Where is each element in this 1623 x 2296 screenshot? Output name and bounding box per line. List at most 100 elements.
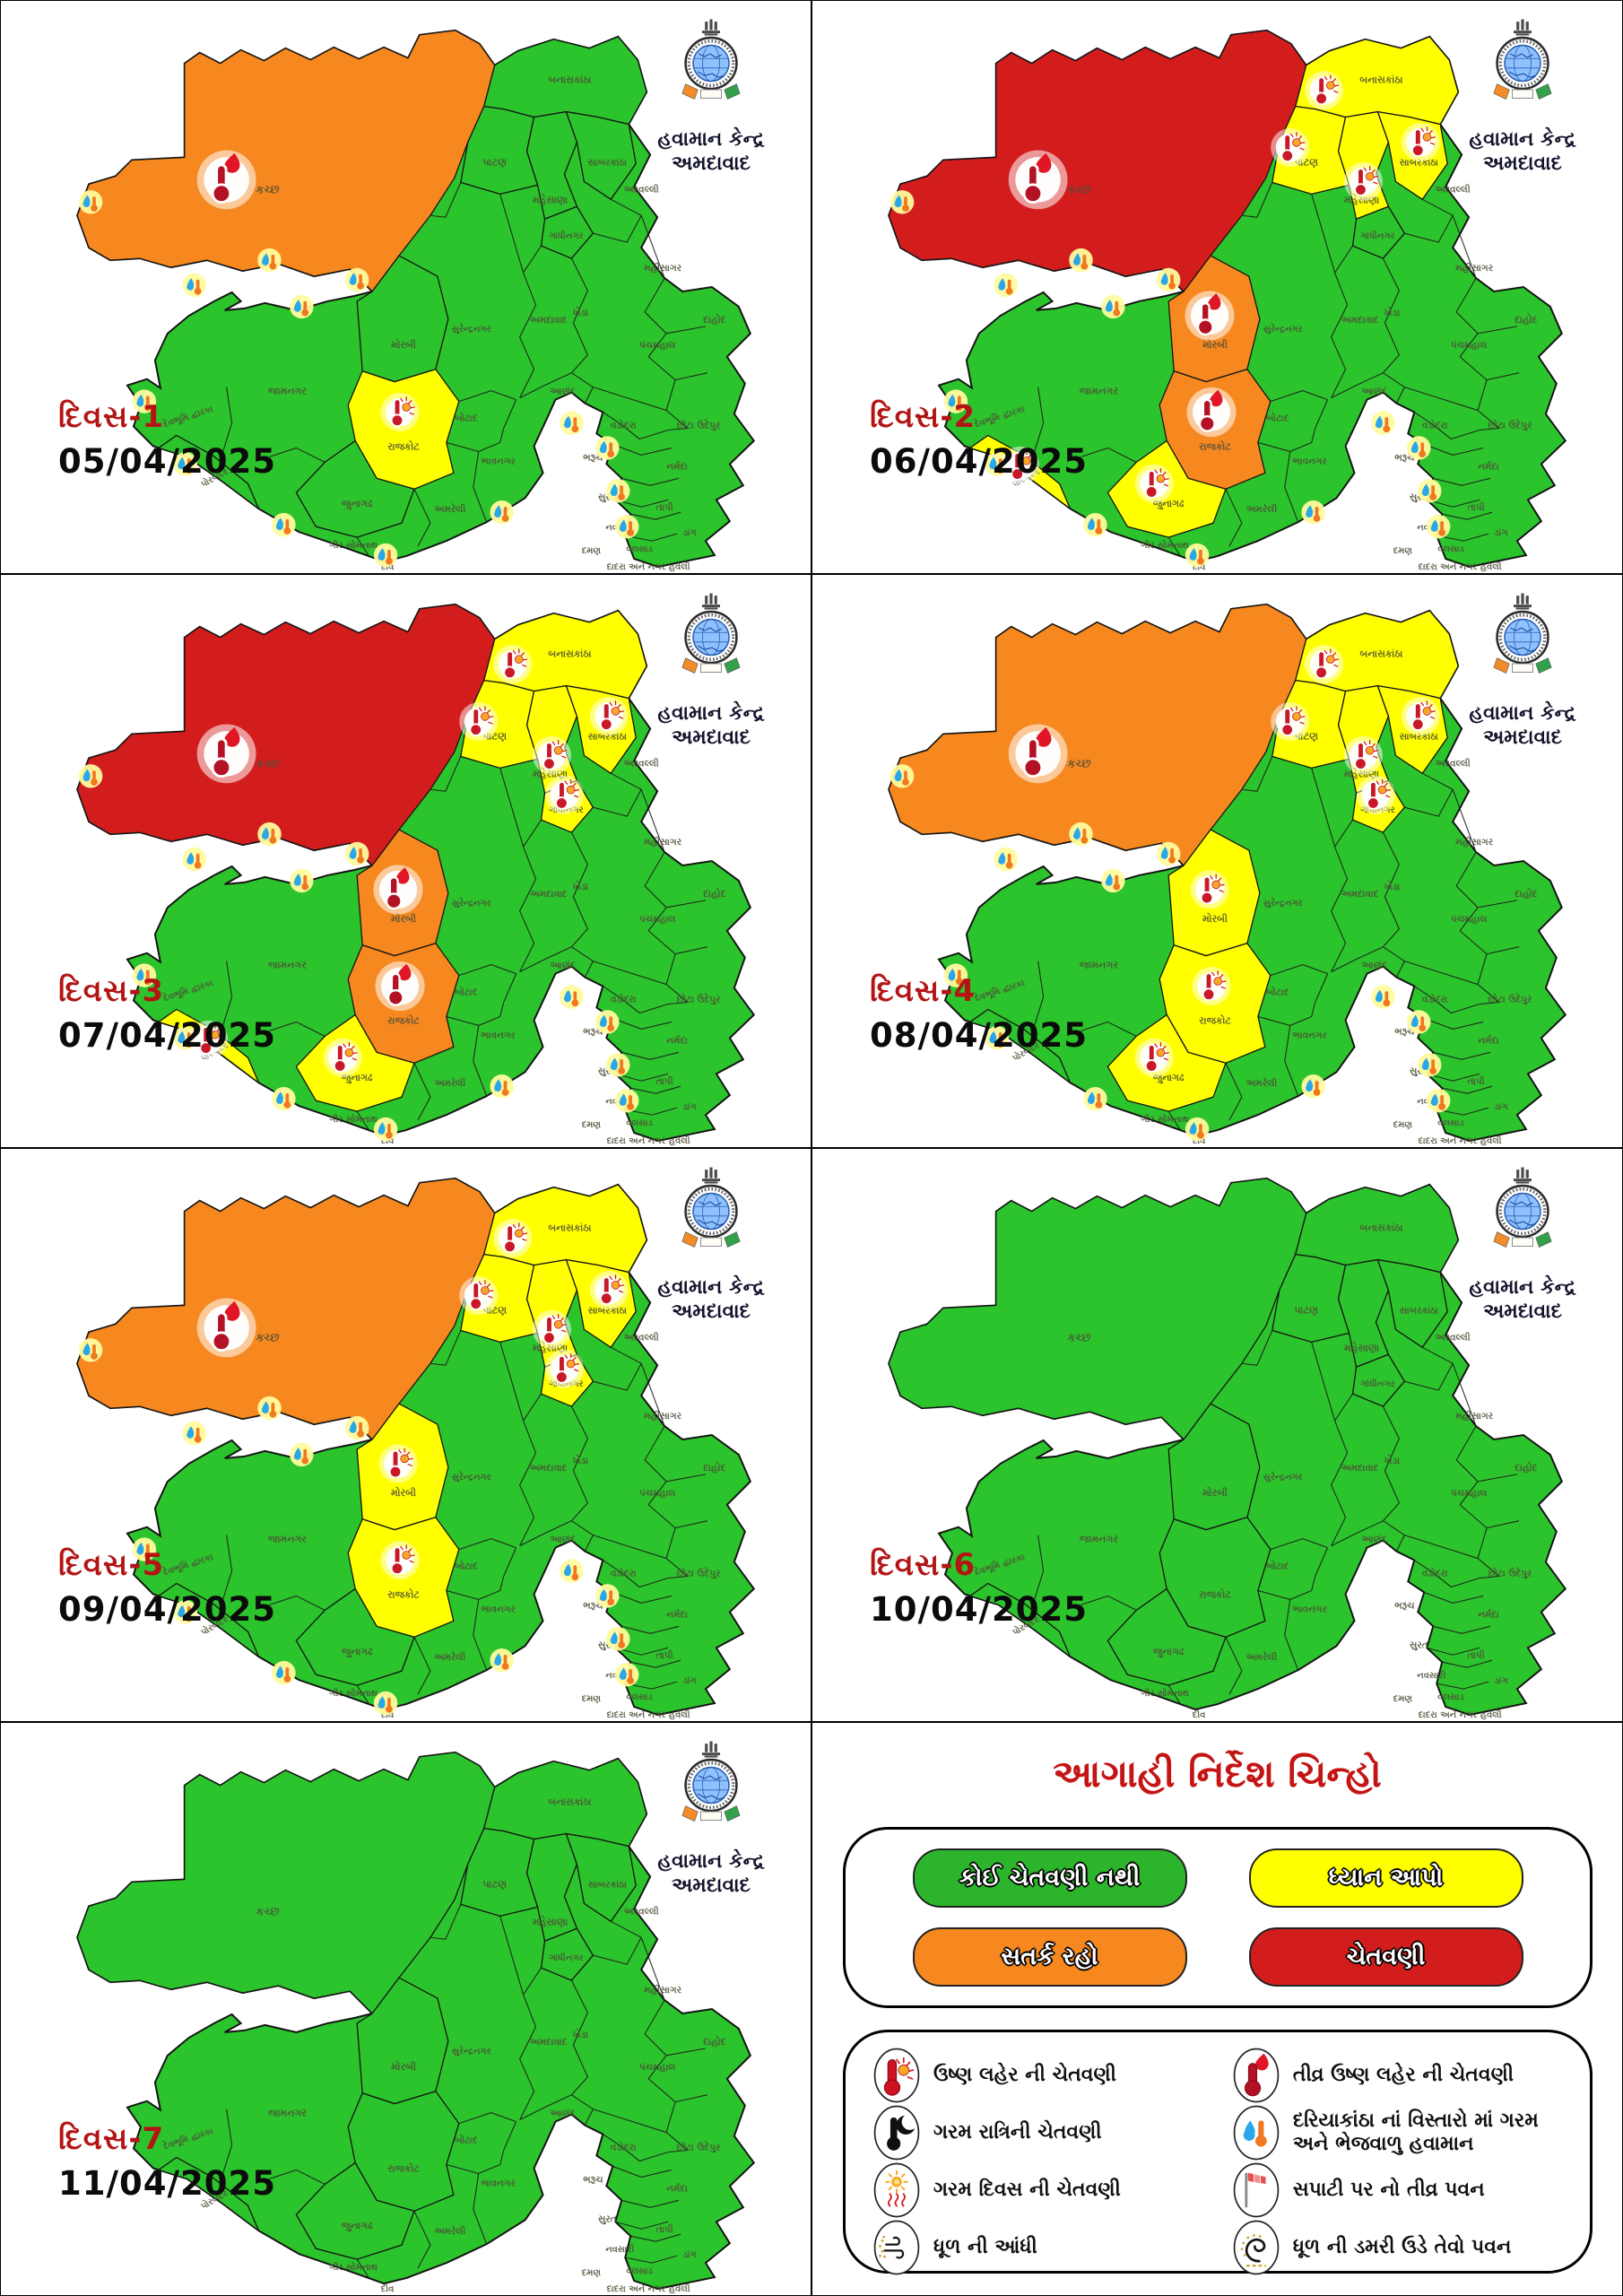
district-label-mahisagar: મહીસાગર xyxy=(1455,836,1493,848)
legend-item-label: ધૂળ ની ડમરી ઉડે તેવો પવન xyxy=(1292,2236,1512,2259)
district-label-rajkot: રાજકોટ xyxy=(1199,439,1231,452)
district-label-chhota-udepur: છોટા ઉદેપુર xyxy=(1488,992,1533,1005)
district-label-diu: દીવ xyxy=(1193,1709,1206,1720)
hot-humid-icon xyxy=(132,389,157,413)
hot-humid-icon xyxy=(1427,1088,1451,1113)
district-label-banaskantha: બનાસકાંઠા xyxy=(548,1796,591,1808)
district-label-chhota-udepur: છોટા ઉદેપુર xyxy=(677,418,722,431)
severe-heat-wave-icon xyxy=(373,865,423,915)
hot-humid-icon xyxy=(1407,436,1431,460)
imd-emblem-graphic xyxy=(681,1167,741,1248)
district-label-dang: ડાંગ xyxy=(1494,1101,1508,1112)
hot-humid-icon xyxy=(615,514,639,539)
district-label-botad: બોટાદ xyxy=(455,2134,478,2146)
legend-title: આગાહી નિર્દેશ ચિન્હો xyxy=(1053,1752,1382,1796)
district-label-valsad: વલસાડ xyxy=(1437,544,1464,554)
district-label-amreli: અમરેલી xyxy=(434,2224,465,2237)
heat-wave-icon xyxy=(532,735,572,775)
dadra-nagar-haveli-label: દાદરા અને નગર હવેલી xyxy=(1419,1708,1502,1720)
district-label-amreli: અમરેલી xyxy=(1245,1076,1277,1089)
severe-heat-wave-icon xyxy=(1232,2047,1280,2104)
forecast-panel-day-2: કચ્છબનાસકાંઠાપાટણમહેસાણાસાબરકાંઠાઅરવલ્લી… xyxy=(812,0,1623,574)
district-porbandar xyxy=(968,1582,1072,1659)
hot-humid-icon xyxy=(560,1559,584,1583)
legend-item-label: સપાટી પર નો તીવ્ર પવન xyxy=(1292,2179,1485,2202)
district-label-surendranagar: સુરેન્દ્રનગર xyxy=(1263,1470,1304,1483)
district-label-mehsana: મહેસાણા xyxy=(533,1915,568,1927)
hot-humid-icon xyxy=(1101,868,1125,893)
imd-emblem-icon xyxy=(631,1167,791,1276)
district-label-daman: દમણ xyxy=(1393,1694,1413,1704)
day-label-block: દિવસ-3 07/04/2025 xyxy=(58,973,276,1055)
hot-humid-icon xyxy=(606,479,630,503)
imd-emblem-icon xyxy=(1443,1167,1602,1276)
hot-humid-icon xyxy=(1418,479,1442,503)
district-label-ahmedabad: અમદાવાદ xyxy=(1341,315,1379,326)
district-label-banaskantha: બનાસકાંઠા xyxy=(548,648,591,660)
forecast-panel-day-4: કચ્છબનાસકાંઠાપાટણમહેસાણાસાબરકાંઠાઅરવલ્લી… xyxy=(812,574,1623,1148)
district-label-navsari: નવસારી xyxy=(1417,1669,1445,1681)
district-label-ahmedabad: અમદાવાદ xyxy=(530,889,568,900)
district-label-jamnagar: જામનગર xyxy=(268,960,307,971)
legend-item-surface-wind: સપાટી પર નો તીવ્ર પવન xyxy=(1232,2161,1579,2219)
heat-wave-icon xyxy=(544,775,584,814)
pill-label: ચેતવણી xyxy=(1346,1943,1426,1970)
district-label-anand: આણંદ xyxy=(1361,1535,1386,1545)
hot-humid-icon xyxy=(257,822,282,847)
severe-heat-wave-icon xyxy=(196,724,256,784)
district-label-sabarkantha: સાબરકાંઠા xyxy=(1400,731,1439,742)
district-junagadh xyxy=(295,1587,415,1686)
warning-levels-box: કોઈ ચેતવણી નથી ધ્યાન આપો સતર્ક રહો ચેતવણ… xyxy=(843,1827,1593,2008)
district-label-botad: બોટાદ xyxy=(455,412,478,424)
district-label-narmada: નર્મદા xyxy=(1478,1034,1499,1046)
district-label-tapi: તાપી xyxy=(1467,1649,1484,1661)
hot-humid-icon xyxy=(132,1537,157,1561)
day-date: 09/04/2025 xyxy=(58,1590,276,1629)
district-label-vadodara: વડોદરા xyxy=(1422,1567,1448,1579)
heat-wave-icon xyxy=(459,701,499,742)
district-label-panchmahal: પંચમહાલ xyxy=(1451,340,1488,351)
pill-label: ધ્યાન આપો xyxy=(1328,1864,1444,1892)
forecast-panel-day-5: કચ્છબનાસકાંઠાપાટણમહેસાણાસાબરકાંઠાઅરવલ્લી… xyxy=(0,1148,812,1722)
imd-emblem-graphic xyxy=(681,1741,741,1822)
hot-humid-icon xyxy=(173,452,197,476)
hot-humid-icon xyxy=(1083,1086,1107,1111)
district-label-jamnagar: જામનગર xyxy=(1080,960,1118,971)
hot-humid-icon xyxy=(595,436,620,460)
hot-humid-icon xyxy=(272,1660,296,1685)
district-label-tapi: તાપી xyxy=(655,1649,673,1661)
district-label-junagadh: જુનાગઢ xyxy=(342,1646,373,1657)
district-label-tapi: તાપી xyxy=(655,501,673,513)
hot-day-icon xyxy=(872,2161,921,2219)
district-label-gir-somnath: ગીર સોમનાથ xyxy=(1141,538,1189,551)
hot-humid-icon xyxy=(490,1074,514,1099)
hot-humid-icon xyxy=(1083,512,1107,537)
hot-humid-icon xyxy=(490,500,514,525)
district-label-bhavnagar: ભાવનગર xyxy=(482,2178,516,2188)
district-label-rajkot: રાજકોટ xyxy=(387,2161,420,2174)
district-label-surat: સુરત xyxy=(1410,1639,1428,1650)
hot-humid-icon xyxy=(615,1662,639,1687)
gujarat-warning-map-day-2: કચ્છબનાસકાંઠાપાટણમહેસાણાસાબરકાંઠાઅરવલ્લી… xyxy=(888,29,1567,572)
district-kutch xyxy=(888,1178,1307,1440)
hot-humid-icon xyxy=(290,1442,314,1467)
district-borders xyxy=(1034,756,1520,1132)
legend-item-warm-night: ગરમ રાત્રિની ચેતવણી xyxy=(872,2104,1227,2161)
legend-pill-watch: ધ્યાન આપો xyxy=(1248,1848,1523,1908)
district-label-panchmahal: પંચમહાલ xyxy=(1451,914,1488,925)
district-sabarkantha xyxy=(565,110,637,201)
district-borders xyxy=(222,182,708,558)
district-borders xyxy=(222,756,708,1132)
gujarat-warning-map-day-5: કચ્છબનાસકાંઠાપાટણમહેસાણાસાબરકાંઠાઅરવલ્લી… xyxy=(76,1177,756,1720)
day-label-block: દિવસ-7 11/04/2025 xyxy=(58,2121,276,2203)
district-label-aravalli: અરવલ્લી xyxy=(1436,757,1471,769)
district-label-vadodara: વડોદરા xyxy=(1422,419,1448,431)
heat-wave-icon xyxy=(493,1219,533,1258)
district-label-bharuch: ભરૂચ xyxy=(1394,452,1414,463)
logo-text-line2: અમદાવાદ xyxy=(672,1874,751,1898)
district-label-vadodara: વડોદરા xyxy=(1422,993,1448,1005)
district-label-ahmedabad: અમદાવાદ xyxy=(530,2037,568,2048)
district-label-amreli: અમરેલી xyxy=(434,1076,465,1089)
hot-humid-icon xyxy=(132,963,157,987)
